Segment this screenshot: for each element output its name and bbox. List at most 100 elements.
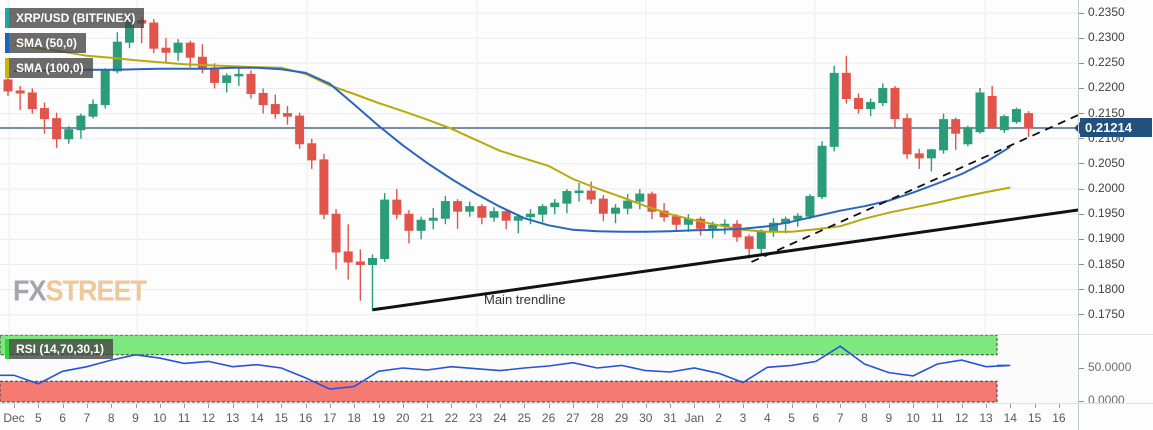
candle — [744, 236, 754, 249]
candle — [234, 73, 244, 77]
price-axis-label: 0.2250 — [1088, 55, 1125, 70]
legend-symbol[interactable]: XRP/USD (BITFINEX) — [5, 8, 145, 28]
date-tick — [1010, 404, 1012, 408]
date-axis-label: 23 — [469, 411, 483, 425]
candle — [586, 190, 596, 200]
rsi-axis[interactable]: 50.0000 0.0000 — [1078, 335, 1153, 407]
price-axis-label: 0.2150 — [1088, 105, 1125, 120]
candle — [866, 102, 876, 110]
candle — [295, 115, 305, 145]
price-tick — [1078, 87, 1084, 89]
date-tick — [986, 404, 987, 408]
sma100-label: SMA (100,0) — [9, 58, 93, 78]
date-axis-label: 7 — [83, 411, 91, 425]
candle — [100, 70, 110, 106]
candle — [878, 87, 888, 104]
date-tick — [718, 404, 720, 408]
candle — [331, 213, 341, 253]
sma100-line — [13, 43, 1011, 233]
candle — [854, 98, 863, 110]
date-tick — [14, 404, 15, 408]
candle — [708, 224, 718, 229]
price-axis-label: 0.2000 — [1088, 181, 1125, 195]
candle — [416, 219, 426, 231]
sma50-line — [13, 66, 1011, 233]
price-axis-label: 0.2350 — [1088, 5, 1125, 19]
date-axis-label: 30 — [639, 411, 653, 425]
rsi-pane[interactable]: RSI (14,70,30,1) — [0, 335, 1078, 403]
date-axis-label: 14 — [250, 411, 264, 425]
price-pane[interactable]: FXSTREET XRP/USD (BITFINEX) SMA (50,0) S… — [0, 0, 1078, 334]
date-axis-label: 4 — [763, 411, 771, 425]
price-axis-label: 0.2050 — [1088, 155, 1125, 170]
price-tick — [1078, 163, 1084, 165]
candle — [392, 199, 402, 215]
candle — [926, 149, 936, 159]
date-axis-label: 27 — [566, 411, 580, 425]
price-axis[interactable]: 0.2350 0.2300 0.2250 0.2200 0.2150 0.2100 0.20… — [1078, 0, 1153, 334]
price-axis-label: 0.1750 — [1088, 306, 1125, 321]
date-tick — [354, 404, 356, 408]
date-axis-label: 15 — [1027, 411, 1042, 425]
date-tick — [645, 404, 647, 408]
date-axis-label: 13 — [979, 411, 993, 425]
candle — [951, 119, 961, 134]
candle — [975, 92, 985, 133]
date-axis-label: 14 — [1003, 411, 1017, 425]
price-tick — [1078, 314, 1084, 316]
date-tick — [208, 404, 210, 408]
rsi-plot — [0, 335, 1011, 403]
legend-rsi[interactable]: RSI (14,70,30,1) — [5, 339, 114, 359]
candle — [27, 92, 37, 110]
candle — [841, 72, 851, 100]
date-tick — [451, 404, 453, 408]
date-tick — [1034, 404, 1036, 408]
date-tick — [670, 404, 672, 408]
date-tick — [475, 404, 477, 408]
rsi-line — [0, 345, 1011, 390]
date-tick — [840, 404, 842, 408]
date-axis-label: 15 — [274, 411, 288, 425]
date-axis-label: 5 — [788, 411, 795, 425]
rsi-tick — [1078, 367, 1084, 369]
date-axis-label: 24 — [493, 411, 507, 425]
candle — [793, 215, 803, 220]
candle — [1024, 113, 1034, 129]
date-tick — [888, 404, 890, 408]
legend-sma50[interactable]: SMA (50,0) — [5, 33, 86, 53]
candle — [380, 199, 390, 259]
legend-sma100[interactable]: SMA (100,0) — [5, 58, 93, 78]
main-trendline — [372, 208, 1078, 312]
candle — [465, 206, 475, 212]
date-axis-label: 12 — [955, 411, 969, 425]
date-tick — [402, 404, 404, 408]
current-price-value: 0.21214 — [1085, 120, 1132, 135]
date-axis-label: 16 — [298, 411, 313, 425]
pane-separator[interactable] — [0, 334, 1153, 335]
date-axis-label: 28 — [590, 411, 604, 425]
candle — [805, 196, 815, 217]
candle — [368, 257, 377, 265]
date-tick — [86, 404, 88, 408]
date-tick — [329, 404, 331, 408]
candle — [161, 47, 171, 53]
price-axis-label: 0.1850 — [1088, 256, 1125, 271]
date-axis-label: 20 — [396, 411, 410, 425]
date-tick — [864, 404, 866, 408]
date-tick — [743, 404, 744, 408]
candle — [185, 42, 195, 58]
candle — [756, 231, 766, 249]
candle — [52, 118, 62, 140]
candle — [513, 216, 523, 221]
date-axis-label: 8 — [107, 411, 115, 425]
price-tick — [1078, 62, 1084, 64]
candle — [817, 145, 827, 198]
sma50-color-key — [5, 33, 9, 53]
candle — [112, 41, 122, 72]
candle — [197, 56, 207, 69]
candle — [574, 190, 584, 194]
rsi-tick — [1078, 400, 1084, 402]
date-axis-label: 8 — [861, 411, 868, 425]
date-axis[interactable]: Dec 5 6 7 8 9 10 11 12 13 14 15 16 17 18 19 20 21 22 23 24 25… — [0, 404, 1153, 430]
candle — [307, 143, 317, 161]
